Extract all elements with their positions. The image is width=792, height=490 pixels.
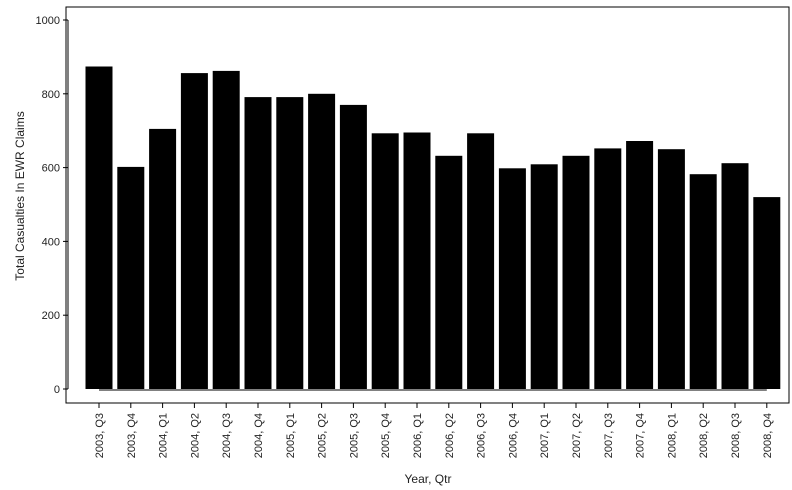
x-tick-label: 2008, Q1 [666, 413, 678, 458]
y-tick-label: 400 [42, 236, 60, 248]
bar [85, 66, 113, 389]
y-tick-label: 200 [42, 310, 60, 322]
bar [498, 168, 526, 389]
y-axis-title: Total Casualties In EWR Claims [13, 111, 27, 280]
bar [403, 132, 431, 389]
x-tick-label: 2007, Q3 [603, 413, 615, 458]
x-tick-label: 2004, Q1 [158, 413, 170, 458]
bar [212, 70, 240, 390]
x-tick-label: 2005, Q3 [348, 413, 360, 458]
x-tick-label: 2006, Q1 [412, 413, 424, 458]
bar [562, 155, 590, 389]
x-tick-label: 2008, Q4 [762, 413, 774, 458]
y-axis: 0 200 400 600 800 1000 [36, 15, 69, 396]
bar [339, 104, 367, 390]
bar [180, 73, 208, 389]
bar [435, 155, 463, 389]
x-tick-label: 2005, Q2 [317, 413, 329, 458]
plot-frame [65, 6, 790, 404]
y-tick-label: 1000 [36, 15, 60, 27]
bar [117, 166, 145, 389]
bar [244, 97, 272, 389]
y-tick-label: 600 [42, 163, 60, 175]
bar [721, 163, 749, 389]
x-tick-label: 2007, Q2 [571, 413, 583, 458]
x-tick-label: 2004, Q3 [221, 413, 233, 458]
bar [371, 133, 399, 389]
x-tick-label: 2003, Q4 [126, 413, 138, 458]
x-tick-label: 2006, Q3 [476, 413, 488, 458]
bars [85, 66, 781, 390]
bar [149, 128, 177, 389]
x-tick-label: 2003, Q3 [94, 413, 106, 458]
x-tick-label: 2006, Q2 [444, 413, 456, 458]
bar [657, 149, 685, 389]
y-tick-label: 800 [42, 89, 60, 101]
x-tick-label: 2004, Q4 [253, 413, 265, 458]
bar [626, 141, 654, 389]
bar [308, 93, 336, 390]
x-tick-label: 2005, Q4 [380, 413, 392, 458]
x-tick-label: 2008, Q3 [730, 413, 742, 458]
bar [689, 174, 717, 389]
x-tick-label: 2006, Q4 [507, 413, 519, 458]
x-tick-label: 2007, Q1 [539, 413, 551, 458]
bar [530, 164, 558, 389]
x-axis-title: Year, Qtr [405, 472, 452, 486]
bar [276, 97, 304, 389]
x-tick-label: 2004, Q2 [189, 413, 201, 458]
y-tick-label: 0 [54, 384, 60, 396]
bar [467, 133, 495, 389]
x-axis: 2003, Q3 2003, Q4 2004, Q1 2004, Q2 2004, Q3… [94, 389, 774, 458]
x-tick-label: 2008, Q2 [698, 413, 710, 458]
bar [753, 197, 781, 389]
x-tick-label: 2005, Q1 [285, 413, 297, 458]
bar [594, 148, 622, 389]
x-tick-label: 2007, Q4 [635, 413, 647, 458]
